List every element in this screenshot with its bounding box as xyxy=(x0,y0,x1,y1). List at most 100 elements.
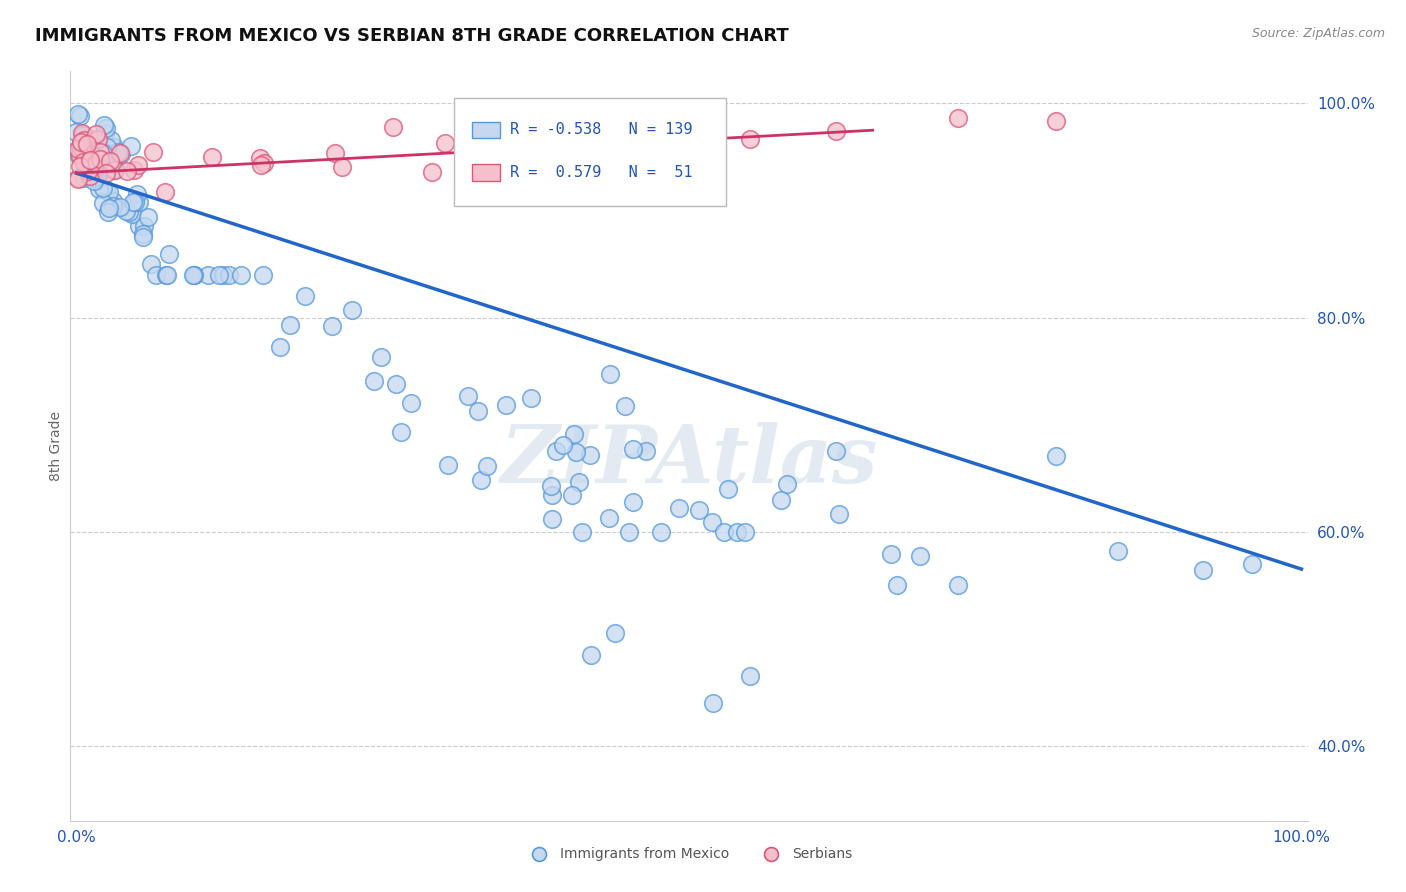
Point xyxy=(96,140,118,154)
Legend: Immigrants from Mexico, Serbians: Immigrants from Mexico, Serbians xyxy=(520,841,858,866)
Point xyxy=(87,150,110,164)
Point xyxy=(470,473,492,487)
Point xyxy=(79,169,101,183)
Point xyxy=(77,149,100,163)
Point xyxy=(115,164,138,178)
Point xyxy=(72,140,94,154)
Point xyxy=(89,145,111,160)
Point xyxy=(330,160,353,174)
Point xyxy=(621,495,644,509)
Point xyxy=(229,268,252,282)
Point xyxy=(617,524,640,539)
Point xyxy=(77,130,100,145)
Point xyxy=(249,151,271,165)
Point xyxy=(79,153,101,167)
Point xyxy=(578,449,600,463)
Point xyxy=(89,142,111,156)
Point xyxy=(84,161,107,175)
Point xyxy=(475,459,498,474)
Point xyxy=(76,164,98,178)
Point xyxy=(218,268,240,282)
Point xyxy=(605,626,627,640)
Point xyxy=(628,133,651,147)
Point xyxy=(342,303,364,318)
Point xyxy=(555,141,578,155)
Point xyxy=(80,140,103,154)
Point xyxy=(104,161,127,176)
Point xyxy=(69,142,91,156)
Point xyxy=(142,145,165,159)
Point xyxy=(87,169,110,183)
Point xyxy=(114,203,136,218)
Point xyxy=(541,488,564,502)
Point xyxy=(94,121,117,136)
Point xyxy=(713,524,735,539)
Text: IMMIGRANTS FROM MEXICO VS SERBIAN 8TH GRADE CORRELATION CHART: IMMIGRANTS FROM MEXICO VS SERBIAN 8TH GR… xyxy=(35,27,789,45)
Point xyxy=(70,141,93,155)
Point xyxy=(252,268,274,282)
Point xyxy=(568,475,591,490)
Point xyxy=(89,181,111,195)
Point xyxy=(544,444,567,458)
Point xyxy=(571,524,593,539)
Point xyxy=(79,140,101,154)
Point xyxy=(110,146,132,161)
Point xyxy=(75,160,97,174)
Point xyxy=(551,438,574,452)
Point xyxy=(75,153,97,168)
Point xyxy=(84,156,107,170)
Point xyxy=(136,210,159,224)
Point xyxy=(103,140,125,154)
Point xyxy=(910,549,932,564)
Point xyxy=(76,153,98,167)
Point xyxy=(124,195,146,210)
Point xyxy=(636,443,658,458)
Point xyxy=(717,482,740,496)
Point xyxy=(1107,543,1129,558)
Point xyxy=(124,163,146,178)
Point xyxy=(70,136,93,151)
Point xyxy=(72,126,94,140)
Point xyxy=(598,511,620,525)
Point xyxy=(614,399,637,413)
Point xyxy=(420,164,443,178)
Point xyxy=(599,367,621,381)
Point xyxy=(540,479,562,493)
Point xyxy=(825,124,848,138)
Point xyxy=(98,153,121,168)
Point xyxy=(269,340,291,354)
Point xyxy=(93,118,115,132)
Point xyxy=(467,404,489,418)
Point xyxy=(389,425,412,439)
Text: Source: ZipAtlas.com: Source: ZipAtlas.com xyxy=(1251,27,1385,40)
Point xyxy=(363,375,385,389)
Point xyxy=(384,377,406,392)
Point xyxy=(96,145,118,160)
Point xyxy=(93,126,115,140)
Point xyxy=(886,578,908,592)
Point xyxy=(776,477,799,491)
Point xyxy=(94,183,117,197)
Text: R =  0.579   N =  51: R = 0.579 N = 51 xyxy=(509,165,692,180)
Point xyxy=(280,318,302,333)
Point xyxy=(91,145,114,160)
Point xyxy=(75,141,97,155)
Point xyxy=(69,139,91,153)
Point xyxy=(76,150,98,164)
Point xyxy=(97,205,120,219)
Point xyxy=(1192,563,1215,577)
Point xyxy=(132,229,155,244)
Point xyxy=(621,442,644,456)
Point xyxy=(825,444,848,458)
FancyBboxPatch shape xyxy=(472,164,499,181)
Point xyxy=(562,427,585,442)
Point xyxy=(197,268,219,282)
Point xyxy=(98,185,121,199)
Point xyxy=(101,163,124,178)
Point xyxy=(118,205,141,219)
Point xyxy=(668,501,690,516)
Point xyxy=(89,152,111,166)
Point xyxy=(1045,449,1067,463)
Point xyxy=(253,156,276,170)
Point xyxy=(80,153,103,167)
